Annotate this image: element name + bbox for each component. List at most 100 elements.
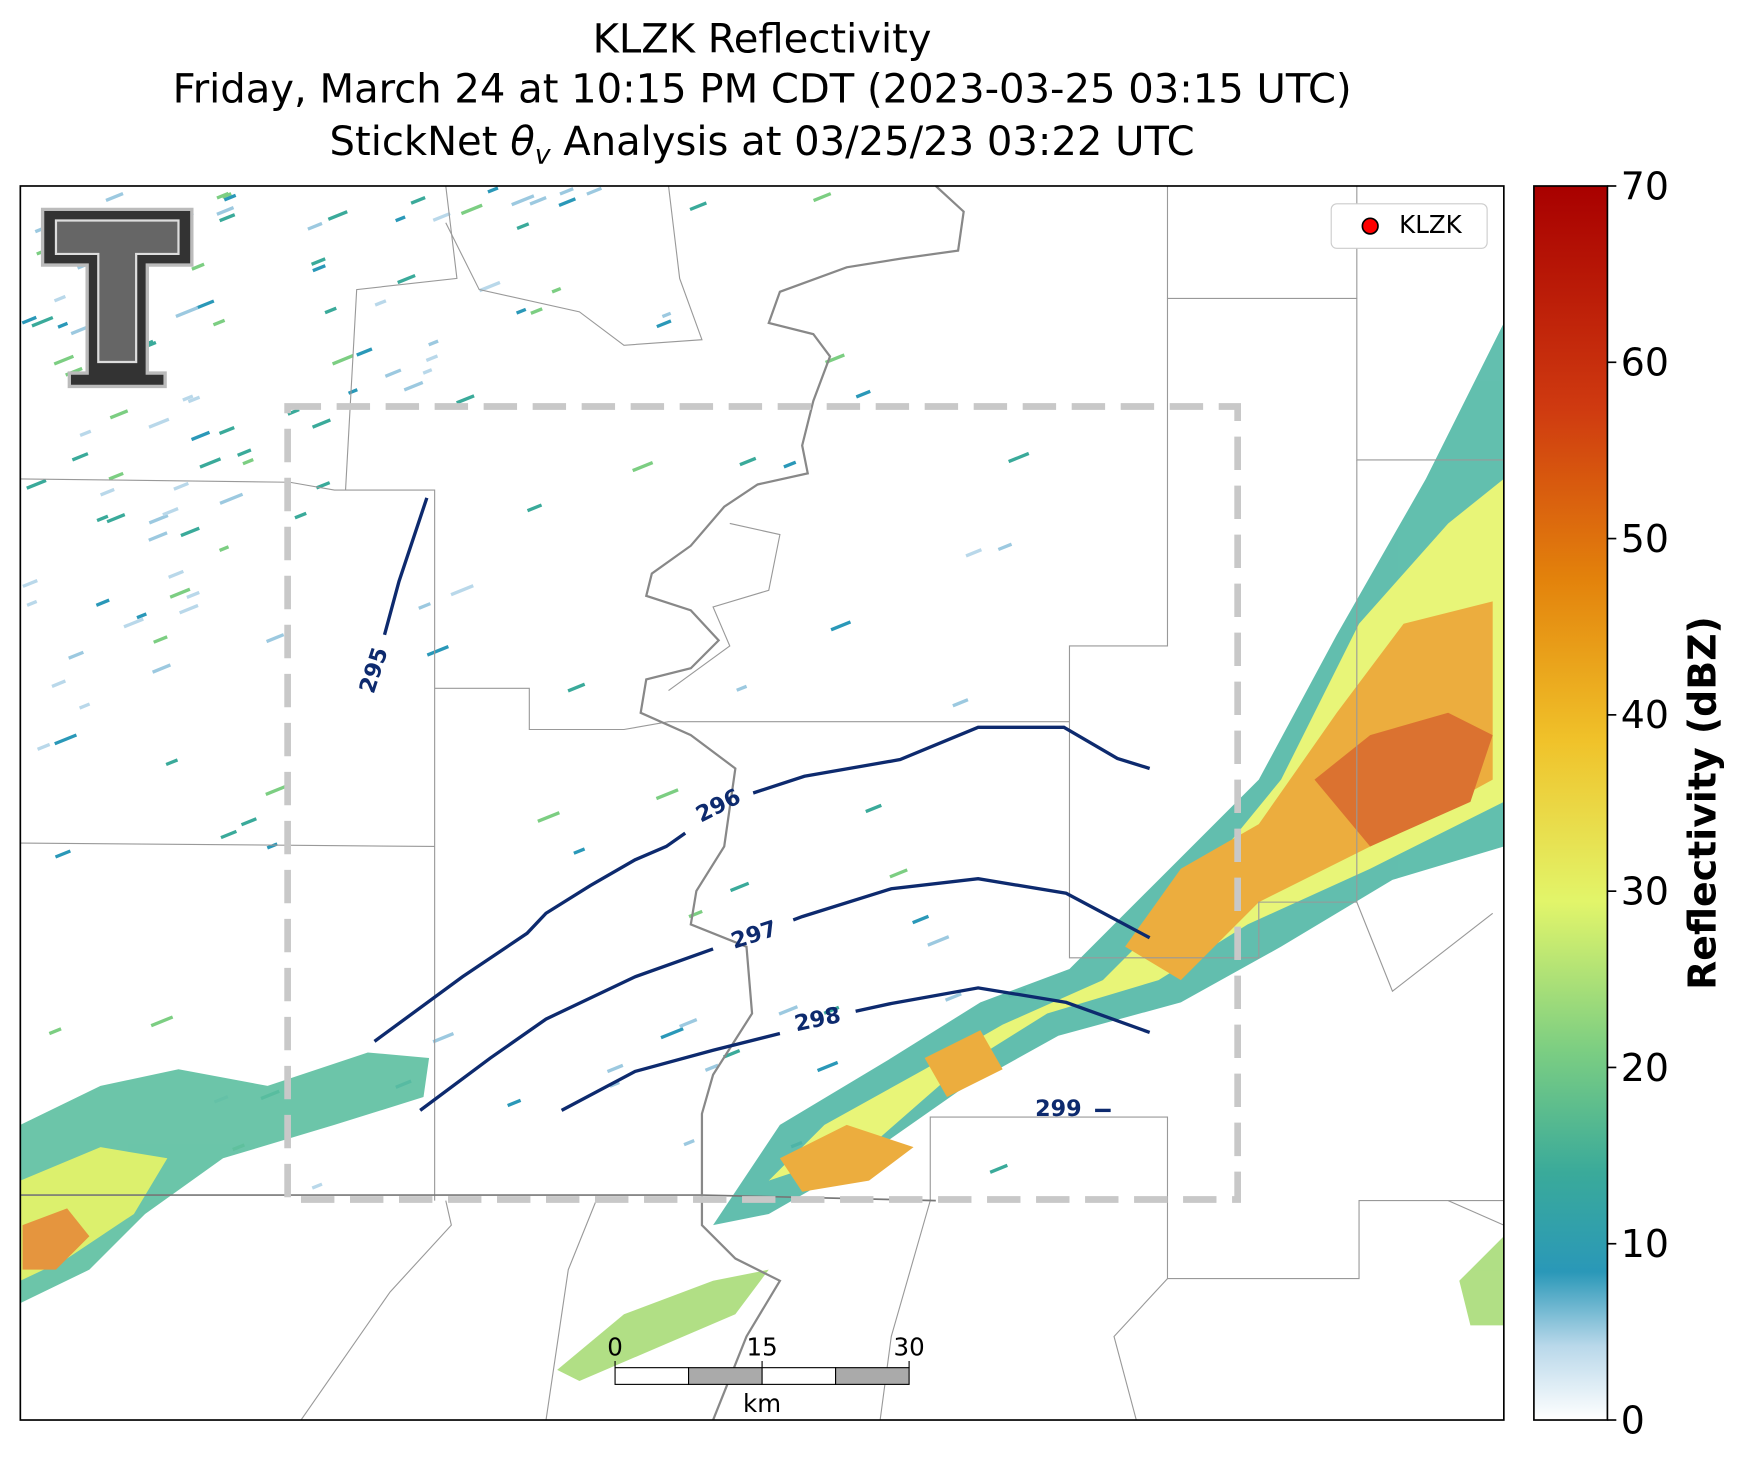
colorbar-tick-label: 40 <box>1621 693 1669 737</box>
speckle <box>729 881 750 893</box>
speckle <box>736 684 748 692</box>
speckle <box>356 347 373 357</box>
speckle <box>223 193 237 202</box>
speckle <box>240 817 257 827</box>
speckle <box>265 784 288 796</box>
speckle <box>53 294 66 303</box>
scale-segment <box>761 1367 837 1385</box>
scale-unit: km <box>743 1389 781 1418</box>
speckle <box>265 633 285 644</box>
colorbar-label: Reflectivity (dBZ) <box>1680 616 1724 990</box>
speckle <box>106 513 126 524</box>
speckle <box>529 195 547 206</box>
speckle <box>79 429 92 438</box>
speckle <box>855 389 871 399</box>
speckle <box>422 368 433 375</box>
scale-segment <box>688 1367 763 1385</box>
speckle <box>242 458 254 466</box>
colorbar <box>1533 185 1609 1421</box>
speckle <box>219 492 244 505</box>
scale-segment <box>614 1367 690 1385</box>
legend-label: KLZK <box>1399 210 1462 239</box>
county-line <box>1356 901 1504 1226</box>
speckle <box>186 590 200 600</box>
logo-inner <box>54 219 180 364</box>
speckle <box>148 513 169 525</box>
speckle <box>78 702 91 710</box>
colorbar-ticks: 0 10 20 30 40 50 60 70 <box>1607 164 1669 1442</box>
speckle <box>823 1005 840 1015</box>
speckle <box>307 221 323 231</box>
speckle <box>683 1139 695 1147</box>
contour-line <box>373 725 1151 1043</box>
speckle <box>526 503 543 513</box>
speckle <box>507 1098 522 1108</box>
speckle <box>989 1163 1008 1174</box>
county-line <box>879 1200 1168 1421</box>
speckle <box>331 354 354 366</box>
speckle <box>537 811 560 823</box>
speckle <box>162 507 179 517</box>
speckle <box>778 1005 799 1016</box>
legend-box <box>1330 203 1488 249</box>
speckle <box>384 368 402 378</box>
speckle <box>105 191 124 202</box>
county-line <box>545 1200 597 1421</box>
speckle <box>889 868 908 879</box>
speckle <box>26 599 38 607</box>
speckle <box>22 579 38 588</box>
speckle <box>551 286 562 294</box>
speckle <box>96 514 109 523</box>
county-lines <box>20 185 1504 1421</box>
speckle <box>195 299 215 310</box>
speckle <box>148 417 170 429</box>
speckle <box>53 354 75 366</box>
speckle <box>456 394 475 405</box>
speckle <box>312 264 326 273</box>
speckle <box>216 206 235 216</box>
speckle <box>432 211 451 222</box>
speckle <box>151 663 172 674</box>
speckle <box>54 849 71 859</box>
speckle <box>830 620 852 632</box>
speckle <box>324 306 337 315</box>
speckle <box>426 645 449 657</box>
contour-line <box>382 497 429 636</box>
speckle <box>679 1018 698 1029</box>
echo <box>22 1208 90 1270</box>
speckle <box>374 299 387 307</box>
speckle <box>178 603 199 615</box>
speckle <box>912 914 930 925</box>
scale-tick-label: 15 <box>746 1332 777 1361</box>
speckle <box>655 788 679 801</box>
speckle <box>220 829 238 840</box>
colorbar-tick-label: 60 <box>1621 341 1669 385</box>
echo <box>20 1052 430 1304</box>
speckle <box>952 698 969 708</box>
speckle <box>410 195 426 205</box>
speckle <box>311 418 331 429</box>
scale-segment <box>835 1367 910 1385</box>
speckle <box>287 408 300 416</box>
speckle <box>516 222 530 231</box>
speckle <box>530 307 543 315</box>
speckle <box>187 395 201 404</box>
speckle <box>95 598 110 607</box>
speckle <box>148 531 168 542</box>
county-line <box>434 297 1504 731</box>
speckle <box>190 430 211 442</box>
speckle <box>71 452 89 462</box>
speckle <box>573 847 586 855</box>
county-line <box>344 185 458 491</box>
colorbar-tick-label: 50 <box>1621 517 1669 561</box>
speckle <box>586 186 603 196</box>
speckle <box>182 394 194 402</box>
colorbar-tick-label: 10 <box>1621 1222 1669 1266</box>
speckle <box>812 192 832 203</box>
contour-line <box>560 986 1151 1112</box>
speckle <box>218 545 230 553</box>
speckle <box>175 305 199 318</box>
county-line <box>668 522 781 691</box>
